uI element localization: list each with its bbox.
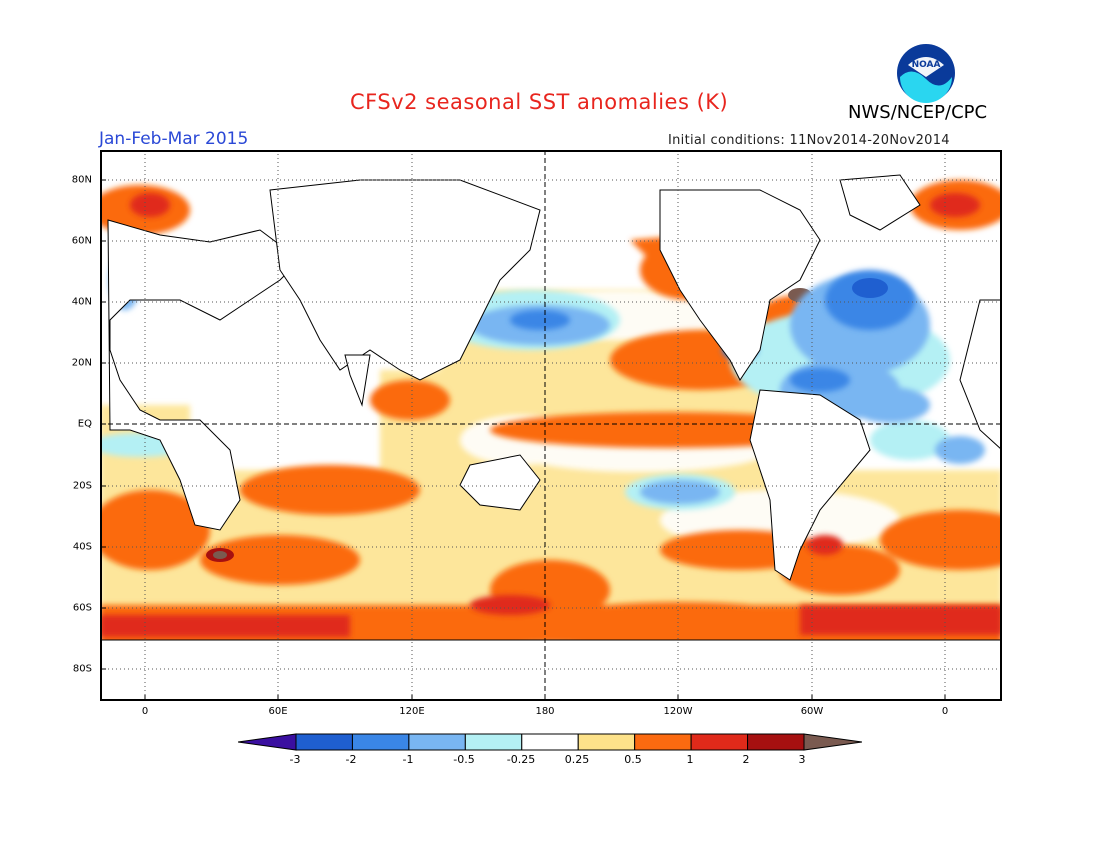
colorbar-segment: [238, 733, 297, 751]
lat-label: 80N: [71, 174, 92, 186]
lat-label: 80S: [72, 663, 92, 675]
lat-label: 40N: [71, 296, 92, 308]
lon-label: 120W: [663, 706, 693, 717]
logo-text: NOAA: [912, 60, 941, 70]
colorbar-tick: 0.5: [624, 753, 642, 766]
initial-conditions: Initial conditions: 11Nov2014-20Nov2014: [668, 133, 950, 148]
lon-label: 60W: [800, 706, 824, 717]
noaa-logo-icon: NOAA: [897, 44, 955, 103]
colorbar-segment: [351, 733, 410, 751]
lon-label: 60E: [268, 706, 288, 717]
map-frame: [100, 150, 1002, 701]
colorbar-segment: [747, 733, 805, 751]
colorbar-segment: [690, 733, 749, 751]
colorbar-tick: -0.25: [506, 753, 536, 766]
sst-anomaly-map: [100, 150, 1002, 701]
colorbar: [238, 733, 862, 751]
lat-label: EQ: [77, 418, 92, 430]
lat-label: 40S: [72, 541, 92, 553]
lat-label: 20S: [72, 480, 92, 492]
forecast-period: Jan-Feb-Mar 2015: [99, 129, 249, 149]
lat-label: 20N: [71, 357, 92, 369]
organization-label: NWS/NCEP/CPC: [848, 102, 988, 123]
colorbar-segment: [634, 733, 692, 751]
colorbar-segment: [577, 733, 636, 751]
colorbar-segment: [295, 733, 353, 751]
lon-label: 120E: [399, 706, 425, 717]
colorbar-tick: -0.5: [453, 753, 475, 766]
colorbar-tick: -3: [289, 753, 301, 766]
colorbar-segment: [408, 733, 466, 751]
colorbar-tick: 3: [798, 753, 806, 766]
colorbar-segment: [464, 733, 523, 751]
colorbar-segment: [803, 733, 862, 751]
lon-label: 0: [141, 706, 149, 717]
colorbar-segment: [521, 733, 579, 751]
lon-label: 180: [535, 706, 555, 717]
colorbar-tick: -1: [402, 753, 414, 766]
colorbar-tick: 0.25: [564, 753, 590, 766]
lat-label: 60S: [72, 602, 92, 614]
lat-label: 60N: [71, 235, 92, 247]
lon-label: 0: [941, 706, 949, 717]
anomaly-field: [101, 174, 1001, 700]
colorbar-tick: 1: [686, 753, 694, 766]
colorbar-tick: -2: [345, 753, 357, 766]
map-title: CFSv2 seasonal SST anomalies (K): [350, 90, 729, 114]
colorbar-tick: 2: [742, 753, 750, 766]
